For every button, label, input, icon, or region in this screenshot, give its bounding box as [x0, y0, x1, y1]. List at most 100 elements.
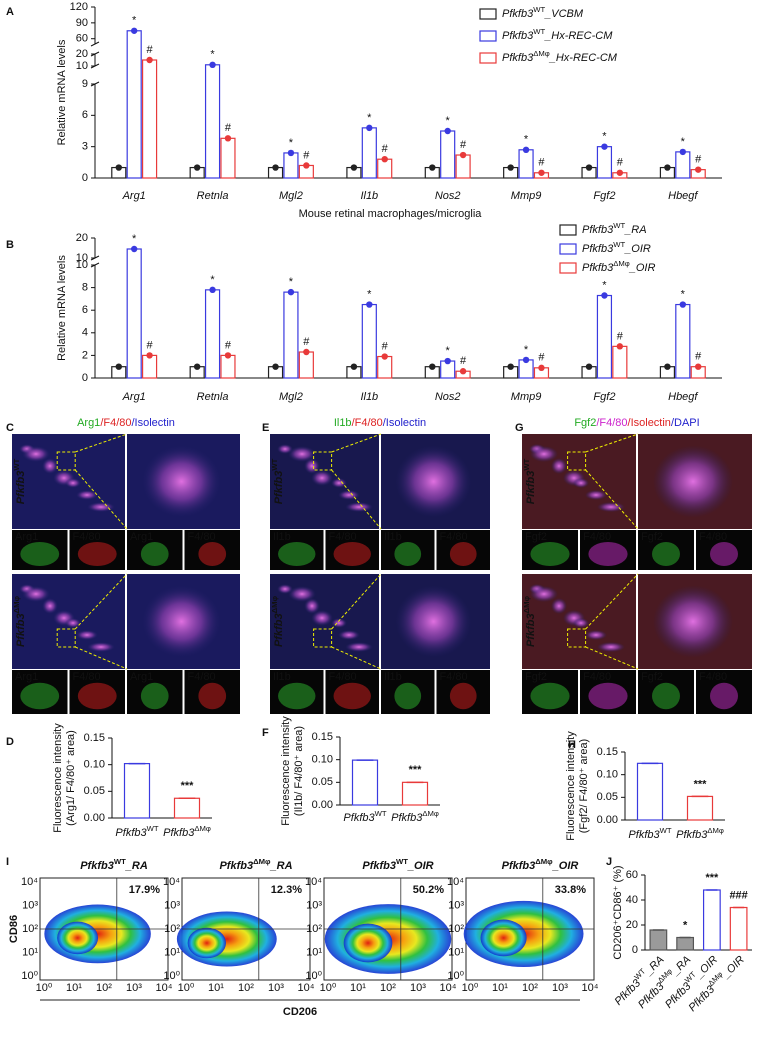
- y-tick-label: 0.00: [597, 814, 618, 826]
- y-axis-label: Relative mRNA levels: [56, 39, 68, 145]
- text-part: Pfkfb3: [15, 613, 27, 647]
- y-tick-label: 10: [76, 259, 88, 271]
- bar: [649, 929, 668, 951]
- flow-density: [480, 919, 527, 957]
- y-tick-label: 10⁰: [163, 970, 180, 982]
- y-tick-label: 9: [82, 78, 88, 90]
- y-tick-label: 20: [76, 48, 88, 60]
- y-tick-label: 0: [82, 172, 88, 184]
- row-label: Pfkfb3ΔMφ: [522, 595, 537, 647]
- significance: #: [225, 339, 232, 351]
- text-part: WT: [660, 826, 672, 835]
- cell: [65, 618, 81, 628]
- axis-break: [90, 41, 100, 47]
- text-part: WT: [114, 857, 126, 866]
- image-title: Fgf2/F4/80/Isolectin/DAPI: [574, 417, 699, 429]
- text-part: WT: [613, 240, 625, 249]
- text-part: Pfkfb3: [525, 471, 537, 505]
- legend-label: Pfkfb3WT_VCBM: [502, 5, 584, 20]
- bar-mean-dot: [130, 27, 138, 34]
- channel-signal: [449, 542, 477, 566]
- bar-mean-dot: [366, 301, 373, 308]
- bar-mean-dot: [507, 363, 514, 370]
- flow-title: Pfkfb3ΔMφ_OIR: [502, 857, 579, 872]
- text-part: Pfkfb3: [219, 860, 253, 872]
- bar-mean-dot: [459, 368, 467, 375]
- y-tick-label: 0: [632, 944, 638, 956]
- x-tick-label: 10⁴: [440, 982, 457, 994]
- cell: [42, 598, 58, 614]
- x-tick-label: Fgf2: [593, 190, 615, 202]
- bar: [729, 906, 748, 951]
- bar: [141, 354, 158, 379]
- bar: [518, 149, 534, 179]
- channel-signal: [77, 682, 117, 710]
- channel-label: F4/80: [583, 531, 611, 543]
- bar: [702, 889, 721, 951]
- cell: [530, 446, 558, 462]
- y-tick-label: 10⁰: [21, 970, 38, 982]
- text-part: ΔMφ: [12, 595, 21, 613]
- channel-signal: [20, 542, 60, 566]
- zoom-box: [313, 451, 333, 471]
- significance: #: [382, 143, 389, 155]
- flow-percent: 17.9%: [129, 884, 160, 896]
- significance: #: [225, 122, 232, 134]
- y-tick-label: 0.00: [312, 799, 333, 811]
- significance: *: [289, 276, 294, 288]
- significance: #: [695, 351, 702, 363]
- y-tick-label: 6: [82, 109, 88, 121]
- channel-tile: [436, 530, 490, 570]
- significance: #: [382, 340, 389, 352]
- y-tick-label: 20: [76, 232, 88, 244]
- x-tick-label: 10³: [268, 982, 284, 994]
- text-part: Pfkfb3: [502, 30, 534, 42]
- x-tick-label: 10²: [522, 982, 538, 994]
- channel-label: Arg1: [15, 671, 38, 683]
- panel-label: D: [6, 736, 14, 748]
- image-title-part: Fgf2: [574, 417, 596, 429]
- text-part: Pfkfb3: [502, 52, 534, 64]
- x-tick-label: Pfkfb3WT: [343, 809, 386, 824]
- panel-label: F: [262, 727, 269, 739]
- y-tick-label: 10²: [448, 923, 464, 935]
- channel-tile: [522, 530, 578, 570]
- channel-tile: [580, 670, 636, 714]
- bar-mean-dot: [444, 357, 451, 365]
- channel-label: Arg1: [130, 671, 153, 683]
- text-part: _Hx-REC-CM: [544, 30, 613, 42]
- channel-signal: [710, 542, 738, 566]
- channel-label: Fgf2: [641, 671, 663, 683]
- image-title-part: /F4/80: [352, 417, 383, 429]
- bar-mean-dot: [585, 363, 593, 370]
- x-tick-label: 10⁰: [36, 982, 53, 994]
- channel-tile: [325, 670, 379, 714]
- channel-label: Il1b: [384, 531, 402, 543]
- channel-tile: [270, 530, 324, 570]
- bar-mean-dot: [444, 127, 451, 135]
- zoom-line: [585, 433, 639, 453]
- y-tick-label: 0.15: [312, 731, 333, 743]
- significance: #: [538, 157, 545, 169]
- channel-label: F4/80: [583, 671, 611, 683]
- cell: [597, 502, 625, 512]
- channel-tile: [580, 530, 636, 570]
- bar-mean-dot: [366, 124, 373, 132]
- channel-signal: [140, 682, 169, 710]
- bar-mean-dot: [381, 353, 388, 360]
- cell: [573, 478, 589, 488]
- flow-density: [343, 923, 393, 963]
- zoom-line: [585, 573, 639, 630]
- y-tick-label: 10⁰: [447, 970, 464, 982]
- zoom-box: [56, 451, 76, 471]
- text-part: Pfkfb3: [163, 827, 195, 839]
- y-tick-label: 10⁴: [305, 876, 322, 888]
- text-part: WT: [533, 27, 545, 36]
- bar: [126, 248, 142, 379]
- channel-tile: [12, 670, 68, 714]
- significance: ###: [729, 889, 747, 901]
- legend-swatch: [479, 8, 497, 20]
- zoom-box: [567, 628, 587, 648]
- significance: *: [681, 288, 686, 300]
- significance: *: [681, 136, 686, 148]
